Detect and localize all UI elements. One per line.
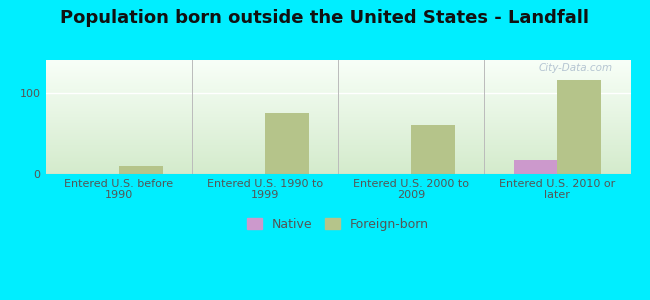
Legend: Native, Foreign-born: Native, Foreign-born	[242, 213, 434, 236]
Text: City-Data.com: City-Data.com	[539, 63, 613, 74]
Bar	[118, 166, 162, 174]
Bar	[265, 113, 309, 174]
Bar	[411, 125, 455, 174]
Text: Population born outside the United States - Landfall: Population born outside the United State…	[60, 9, 590, 27]
Bar	[514, 160, 558, 174]
Bar	[558, 80, 601, 174]
